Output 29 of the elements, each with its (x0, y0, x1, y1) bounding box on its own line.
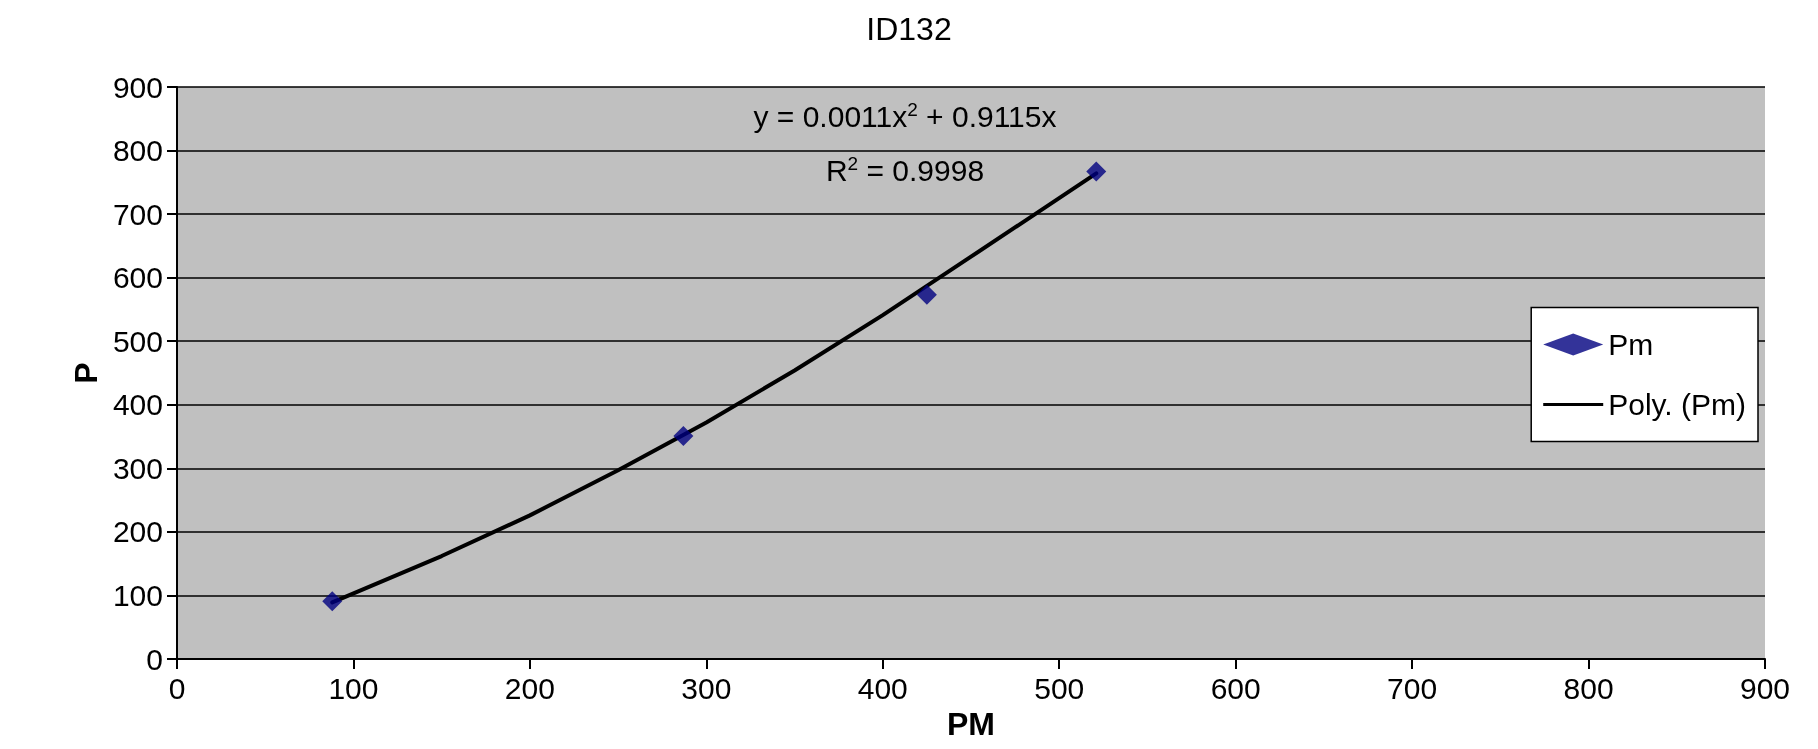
x-tick-label: 600 (1210, 671, 1261, 705)
x-tick-label: 200 (504, 671, 555, 705)
y-axis-title: P (68, 362, 104, 384)
x-tick-label: 100 (328, 671, 379, 705)
point (916, 284, 937, 305)
x-tick-label: 800 (1563, 671, 1614, 705)
x-tick-label: 400 (857, 671, 908, 705)
y-tick-label: 600 (112, 261, 163, 295)
point (1086, 161, 1107, 182)
legend-label: Poly. (Pm) (1608, 388, 1747, 421)
chart-title: ID132 (866, 11, 952, 47)
y-tick-label: 100 (112, 578, 163, 612)
y-tick-label: 500 (112, 324, 163, 358)
point (673, 425, 694, 446)
y-tick-label: 900 (112, 70, 163, 104)
x-tick-label: 700 (1387, 671, 1438, 705)
x-tick-label: 0 (168, 671, 186, 705)
point (322, 591, 343, 612)
y-tick-label: 700 (112, 197, 163, 231)
x-axis-title: PM (947, 705, 995, 742)
legend-label: Pm (1608, 328, 1654, 361)
y-tick-label: 200 (112, 515, 163, 549)
y-tick-label: 800 (112, 134, 163, 168)
y-tick-label: 400 (112, 388, 163, 422)
y-tick-label: 300 (112, 451, 163, 485)
x-tick-label: 300 (681, 671, 732, 705)
x-tick-label: 900 (1739, 671, 1791, 705)
y-tick-label: 0 (146, 642, 163, 676)
x-tick-label: 500 (1034, 671, 1085, 705)
